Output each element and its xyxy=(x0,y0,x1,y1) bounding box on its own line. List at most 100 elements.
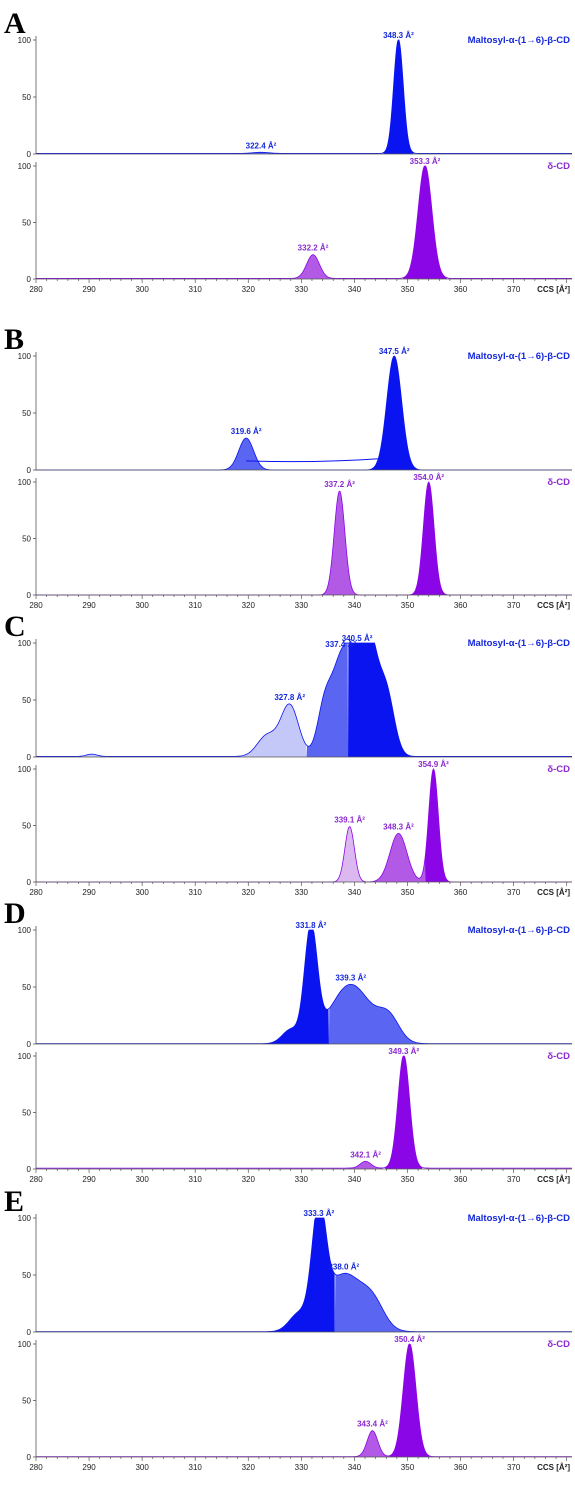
panel-letter: E xyxy=(4,1185,24,1218)
peak-label: 331.8 Å² xyxy=(296,921,327,930)
peak-label: 319.6 Å² xyxy=(231,427,262,436)
x-tick-label: 300 xyxy=(135,285,149,294)
y-tick-label: 0 xyxy=(27,466,32,475)
x-tick-label: 360 xyxy=(454,888,468,897)
x-tick-label: 370 xyxy=(507,1175,521,1184)
y-tick-label: 100 xyxy=(18,36,32,45)
y-tick-label: 50 xyxy=(22,535,31,544)
x-tick-label: 310 xyxy=(189,285,203,294)
peak-label: 354.0 Å² xyxy=(413,473,444,482)
x-tick-label: 320 xyxy=(242,1175,256,1184)
y-tick-label: 100 xyxy=(18,162,32,171)
y-tick-label: 100 xyxy=(18,1214,32,1223)
x-tick-label: 360 xyxy=(454,1175,468,1184)
y-tick-label: 50 xyxy=(22,1271,31,1280)
peak-label: 322.4 Å² xyxy=(246,141,277,150)
y-tick-label: 0 xyxy=(27,1328,32,1337)
x-tick-label: 340 xyxy=(348,888,362,897)
area-region-mid xyxy=(328,984,572,1044)
x-tick-label: 320 xyxy=(242,285,256,294)
panel-a: A 0 50 100 Maltosyl-α-(1→6)-β-CD 348.3 Å² 322.… xyxy=(4,7,572,294)
y-tick-label: 0 xyxy=(27,1040,32,1049)
x-tick-label: 330 xyxy=(295,601,309,610)
x-tick-label: 290 xyxy=(82,1463,96,1472)
x-tick-label: 290 xyxy=(82,601,96,610)
trace-outline xyxy=(36,165,572,279)
x-tick-label: 350 xyxy=(401,888,415,897)
x-axis-title: CCS [Å²] xyxy=(537,888,570,897)
x-tick-label: 340 xyxy=(348,1175,362,1184)
y-tick-label: 50 xyxy=(22,983,31,992)
trace-outline xyxy=(36,39,572,154)
trace-maltosyl-beta-cd: 0 50 100 Maltosyl-α-(1→6)-β-CD 333.3 Å² 338.0… xyxy=(18,1209,572,1337)
trace-outline xyxy=(36,768,572,883)
peak-label: 354.9 Å² xyxy=(418,760,449,769)
x-tick-label: 360 xyxy=(454,285,468,294)
peak-label: 338.0 Å² xyxy=(328,1262,359,1271)
y-tick-label: 0 xyxy=(27,753,32,762)
trace-delta-cd: 0 50 100 δ-CD 354.0 Å² 337.2 Å² xyxy=(18,473,572,600)
peak-area xyxy=(418,769,449,882)
peak-label: 347.5 Å² xyxy=(379,347,410,356)
area-region-dark xyxy=(36,930,329,1044)
peak-label: 339.3 Å² xyxy=(335,973,366,982)
y-tick-label: 50 xyxy=(22,1109,31,1118)
x-tick-label: 360 xyxy=(454,601,468,610)
peak-label: 348.3 Å² xyxy=(383,31,414,40)
peak-label: 333.3 Å² xyxy=(304,1209,335,1218)
peak-label: 353.3 Å² xyxy=(410,157,441,166)
panel-b: B 0 50 100 Maltosyl-α-(1→6)-β-CD 347.5 Å² 319.… xyxy=(4,323,572,610)
x-tick-label: 290 xyxy=(82,285,96,294)
trace-outline xyxy=(36,481,572,596)
panel-letter: B xyxy=(4,323,24,356)
y-tick-label: 100 xyxy=(18,352,32,361)
x-tick-label: 370 xyxy=(507,601,521,610)
trace-outline xyxy=(36,1343,572,1458)
x-tick-label: 300 xyxy=(135,888,149,897)
peak-area xyxy=(370,356,418,470)
x-tick-label: 340 xyxy=(348,601,362,610)
trace-delta-cd: 0 50 100 δ-CD 353.3 Å² 332.2 Å² xyxy=(18,157,572,284)
y-tick-label: 0 xyxy=(27,150,32,159)
peak-area xyxy=(355,1430,390,1457)
peak-area xyxy=(322,491,357,595)
series-name: δ-CD xyxy=(547,1051,570,1062)
trace-maltosyl-beta-cd: 0 50 100 Maltosyl-α-(1→6)-β-CD 331.8 Å² 339.3… xyxy=(18,921,572,1049)
y-tick-label: 100 xyxy=(18,1052,32,1061)
trace-delta-cd: 0 50 100 δ-CD 350.4 Å² 343.4 Å² xyxy=(18,1335,572,1462)
peak-label: 337.4 Å² xyxy=(325,640,356,649)
x-tick-label: 290 xyxy=(82,888,96,897)
peak-label: 349.3 Å² xyxy=(388,1047,419,1056)
x-tick-label: 300 xyxy=(135,601,149,610)
area-region-light xyxy=(36,703,307,757)
peak-area xyxy=(371,833,426,882)
x-tick-label: 280 xyxy=(29,601,43,610)
peak-area xyxy=(235,152,287,154)
x-tick-label: 370 xyxy=(507,888,521,897)
peak-area xyxy=(334,826,365,882)
x-tick-label: 350 xyxy=(401,601,415,610)
trace-maltosyl-beta-cd: 0 50 100 Maltosyl-α-(1→6)-β-CD 340.5 Å²337.4… xyxy=(18,634,572,762)
peak-label: 348.3 Å² xyxy=(383,822,414,831)
y-tick-label: 0 xyxy=(27,878,32,887)
peak-label: 332.2 Å² xyxy=(298,244,329,253)
panel-e: E 0 50 100 Maltosyl-α-(1→6)-β-CD 333.3 Å² 338.… xyxy=(4,1185,572,1472)
y-tick-label: 100 xyxy=(18,639,32,648)
x-axis-title: CCS [Å²] xyxy=(537,1175,570,1184)
trace-delta-cd: 0 50 100 δ-CD 349.3 Å² 342.1 Å² xyxy=(18,1047,572,1174)
area-region-dark xyxy=(348,643,572,757)
x-tick-label: 330 xyxy=(295,285,309,294)
x-tick-label: 280 xyxy=(29,1175,43,1184)
peak-label: 342.1 Å² xyxy=(350,1150,381,1159)
peak-label: 343.4 Å² xyxy=(357,1420,388,1429)
x-tick-label: 350 xyxy=(401,1175,415,1184)
x-tick-label: 310 xyxy=(189,1175,203,1184)
x-tick-label: 340 xyxy=(348,1463,362,1472)
series-name: δ-CD xyxy=(547,477,570,488)
x-tick-label: 330 xyxy=(295,1175,309,1184)
peak-area xyxy=(411,482,446,595)
x-tick-label: 310 xyxy=(189,1463,203,1472)
x-tick-label: 300 xyxy=(135,1463,149,1472)
x-tick-label: 290 xyxy=(82,1175,96,1184)
